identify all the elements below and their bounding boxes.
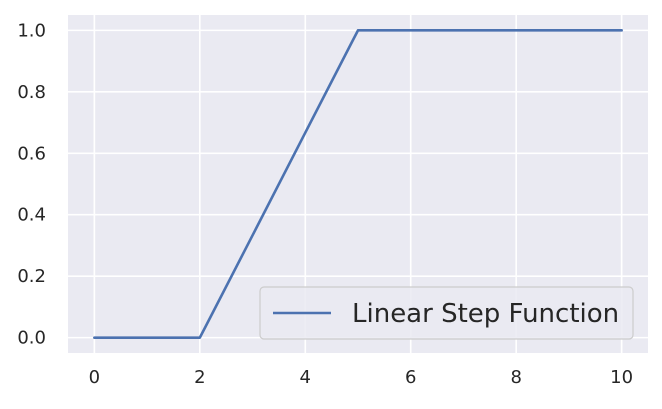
- x-tick-label: 10: [610, 367, 633, 388]
- x-tick-label: 0: [89, 367, 100, 388]
- y-tick-label: 1.0: [17, 20, 46, 41]
- x-tick-label: 8: [510, 367, 521, 388]
- y-tick-label: 0.6: [17, 143, 46, 164]
- x-tick-label: 6: [405, 367, 416, 388]
- y-tick-label: 0.0: [17, 328, 46, 349]
- x-tick-label: 2: [194, 367, 205, 388]
- legend-box: [259, 286, 634, 340]
- y-tick-label: 0.2: [17, 266, 46, 287]
- legend: Linear Step Function: [259, 286, 634, 340]
- x-tick-label: 4: [300, 367, 311, 388]
- y-axis-ticks: 0.0 0.2 0.4 0.6 0.8 1.0: [17, 20, 46, 348]
- series-layer: [93, 29, 623, 339]
- y-tick-label: 0.4: [17, 205, 46, 226]
- x-axis-ticks: 0 2 4 6 8 10: [89, 367, 633, 388]
- y-tick-label: 0.8: [17, 82, 46, 103]
- series-line: [93, 29, 623, 339]
- legend-label: Linear Step Function: [352, 299, 619, 329]
